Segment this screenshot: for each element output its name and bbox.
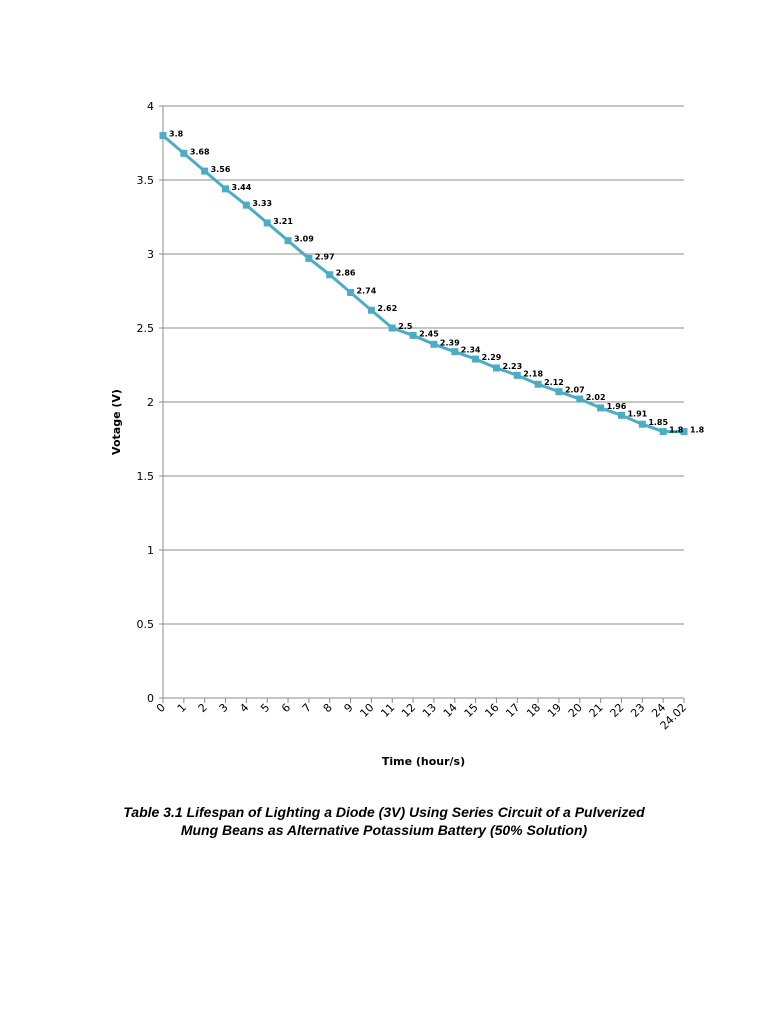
- data-point: [347, 288, 355, 296]
- figure-caption: Table 3.1 Lifespan of Lighting a Diode (…: [0, 803, 768, 839]
- data-label: 1.91: [627, 409, 647, 418]
- data-label: 2.62: [377, 304, 397, 313]
- y-tick-labels: 0 0.5 1 1.5 2 2.5 3 3.5 4: [137, 100, 155, 705]
- y-tick-label: 0: [147, 692, 154, 705]
- data-point: [680, 428, 688, 436]
- data-label: 1.8: [669, 426, 684, 435]
- x-tick-label: 16: [482, 701, 501, 720]
- data-point: [472, 355, 480, 363]
- data-label: 2.97: [315, 252, 335, 261]
- x-tick-label: 12: [399, 701, 418, 720]
- data-point: [576, 395, 584, 403]
- data-point: [617, 411, 625, 419]
- data-point: [180, 149, 188, 157]
- y-tick-label: 4: [147, 100, 154, 113]
- data-point: [638, 420, 646, 428]
- data-label: 3.56: [211, 165, 231, 174]
- caption-line-2: Mung Beans as Alternative Potassium Batt…: [180, 822, 588, 838]
- data-label: 1.96: [607, 402, 627, 411]
- data-point: [492, 364, 500, 372]
- x-tick-label: 11: [378, 701, 397, 720]
- data-point: [222, 185, 230, 193]
- x-tick-label: 9: [342, 701, 356, 715]
- data-point: [284, 237, 292, 245]
- gridlines: [163, 105, 684, 699]
- x-tick-label: 15: [462, 701, 481, 720]
- data-point: [367, 306, 375, 314]
- data-label: 2.07: [565, 386, 585, 395]
- x-tick-label: 21: [587, 701, 606, 720]
- data-point: [388, 324, 396, 332]
- data-labels: 3.83.683.563.443.333.213.092.972.862.742…: [169, 130, 705, 435]
- data-label: 2.29: [482, 353, 502, 362]
- data-label: 2.74: [357, 286, 377, 295]
- data-point: [555, 388, 563, 396]
- caption-line-1: Table 3.1 Lifespan of Lighting a Diode (…: [123, 804, 645, 820]
- data-label: 2.5: [398, 322, 413, 331]
- x-tick-label: 10: [357, 701, 376, 720]
- x-tick-label: 17: [503, 701, 522, 720]
- data-point: [597, 404, 605, 412]
- data-label: 3.68: [190, 147, 210, 156]
- y-tick-label: 2: [147, 396, 154, 409]
- x-tick-label: 19: [545, 701, 564, 720]
- y-tick-label: 3.5: [137, 174, 155, 187]
- data-label: 2.02: [586, 393, 606, 402]
- data-label: 3.21: [273, 217, 293, 226]
- axes: [159, 105, 685, 703]
- data-label: 3.09: [294, 235, 314, 244]
- data-point: [451, 348, 459, 356]
- data-point: [201, 167, 209, 175]
- x-tick-label: 6: [279, 701, 293, 715]
- data-label: 3.8: [169, 130, 184, 139]
- x-axis-title: Time (hour/s): [382, 755, 465, 768]
- x-tick-label: 2: [196, 701, 210, 715]
- y-tick-label: 1: [147, 544, 154, 557]
- y-tick-label: 3: [147, 248, 154, 261]
- data-point: [409, 331, 417, 339]
- data-point: [430, 340, 438, 348]
- data-point: [534, 380, 542, 388]
- x-tick-labels: 0 1 2 3 4 5 6 7 8 9 10 11 12 13 14 15 16 17 18 19 20 21 22 23 24…: [154, 701, 689, 732]
- x-tick-label: 1: [175, 701, 189, 715]
- x-tick-label: 4: [237, 701, 251, 715]
- data-label: 2.23: [502, 362, 522, 371]
- data-label: 2.39: [440, 338, 460, 347]
- x-tick-label: 7: [300, 701, 314, 715]
- x-tick-label: 23: [628, 701, 647, 720]
- data-label: 2.45: [419, 329, 439, 338]
- y-tick-label: 0.5: [137, 618, 155, 631]
- x-tick-label: 20: [566, 701, 585, 720]
- data-label: 3.44: [232, 183, 252, 192]
- x-tick-label: 22: [608, 701, 627, 720]
- data-point: [513, 371, 521, 379]
- data-label: 2.18: [523, 369, 543, 378]
- data-label: 2.34: [461, 346, 481, 355]
- data-point: [326, 271, 334, 279]
- line-chart: 00.511.522.533.54 0 1 2 3 4 5 6 7 8 9 10 11 12 13 14 15…: [110, 100, 705, 768]
- x-tick-label: 5: [258, 701, 272, 715]
- x-tick-label: 14: [441, 701, 460, 720]
- data-point: [263, 219, 271, 227]
- data-point: [305, 254, 313, 262]
- x-tick-label: 3: [216, 701, 230, 715]
- data-point: [159, 132, 167, 140]
- data-label: 1.8: [690, 426, 705, 435]
- data-label: 1.85: [648, 418, 668, 427]
- y-axis-title: Votage (V): [110, 389, 123, 455]
- data-label: 2.86: [336, 269, 356, 278]
- data-point: [659, 428, 667, 436]
- data-label: 2.12: [544, 378, 564, 387]
- series-markers: [159, 132, 688, 436]
- x-tick-label: 8: [321, 701, 335, 715]
- y-tick-label: 2.5: [137, 322, 155, 335]
- y-tick-label: 1.5: [137, 470, 155, 483]
- x-tick-label: 18: [524, 701, 543, 720]
- x-tick-label: 0: [154, 701, 168, 715]
- data-label: 3.33: [252, 199, 272, 208]
- x-tick-label: 13: [420, 701, 439, 720]
- data-point: [242, 201, 250, 209]
